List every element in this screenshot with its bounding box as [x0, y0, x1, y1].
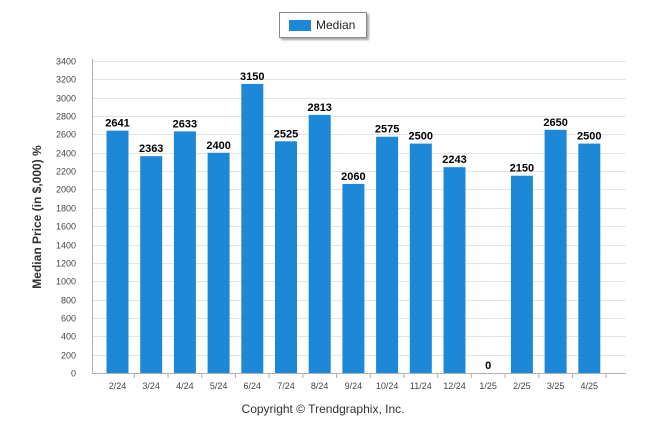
bar [140, 156, 163, 373]
data-label: 2813 [307, 102, 331, 114]
data-label: 0 [485, 360, 491, 372]
legend: Median [279, 12, 367, 38]
y-tick-label: 600 [61, 314, 76, 324]
y-tick-label: 1000 [56, 277, 76, 287]
x-tick-label: 3/24 [142, 381, 160, 391]
data-label: 2060 [341, 171, 365, 183]
bars [106, 83, 601, 374]
bar [409, 143, 432, 373]
bar [578, 143, 601, 373]
data-label: 2641 [105, 118, 129, 130]
y-tick-label: 0 [71, 369, 76, 379]
data-label: 2525 [274, 128, 298, 140]
bar [308, 114, 331, 374]
y-tick-label: 800 [61, 296, 76, 306]
x-tick-label: 5/24 [210, 381, 228, 391]
y-tick-label: 3000 [56, 94, 76, 104]
x-tick-label: 8/24 [311, 381, 329, 391]
bar [510, 175, 533, 373]
data-label: 2633 [173, 118, 197, 130]
bar [241, 83, 264, 374]
data-label: 3150 [240, 71, 264, 83]
y-tick-label: 400 [61, 332, 76, 342]
data-label: 2650 [543, 117, 567, 129]
x-tick-label: 9/24 [345, 381, 363, 391]
y-tick-label: 2600 [56, 130, 76, 140]
bar [443, 167, 466, 373]
bar [207, 152, 230, 373]
y-tick-labels: 0 200 400 600 800 1000 1200 1400 1600 1800 2000 220… [56, 57, 76, 379]
bar [275, 141, 297, 373]
legend-swatch [289, 20, 311, 31]
bar [544, 129, 567, 373]
x-tick-label: 7/24 [277, 381, 295, 391]
y-tick-label: 2200 [56, 167, 76, 177]
bar [106, 130, 129, 373]
data-label: 2243 [442, 154, 466, 166]
legend-label: Median [316, 18, 356, 32]
bar [376, 136, 399, 373]
axes [92, 59, 626, 378]
y-axis-title: Median Price (in $,000) % [30, 145, 44, 289]
y-tick-label: 1400 [56, 241, 76, 251]
x-tick-label: 2/25 [513, 381, 531, 391]
x-tick-label: 4/24 [176, 381, 194, 391]
data-label: 2500 [409, 131, 433, 143]
x-tick-label: 6/24 [244, 381, 262, 391]
bar [342, 183, 365, 373]
y-tick-label: 1800 [56, 204, 76, 214]
x-tick-label: 10/24 [376, 381, 399, 391]
copyright-text: Copyright © Trendgraphix, Inc. [241, 402, 405, 416]
x-tick-label: 11/24 [410, 381, 432, 391]
data-label: 2575 [375, 124, 399, 136]
bar [173, 131, 196, 373]
x-tick-label: 4/25 [581, 381, 599, 391]
data-label: 2150 [510, 163, 534, 175]
x-tick-labels: 2/24 3/24 4/24 5/24 6/24 7/24 8/24 9/24 10/24 11/… [109, 381, 598, 391]
y-tick-label: 1600 [56, 222, 76, 232]
x-tick-label: 3/25 [547, 381, 565, 391]
y-tick-label: 2800 [56, 112, 76, 122]
data-label: 2400 [206, 140, 230, 152]
y-tick-label: 1200 [56, 259, 76, 269]
y-tick-label: 3200 [56, 75, 76, 85]
x-tick-label: 2/24 [109, 381, 127, 391]
data-labels: 2641 2363 2633 2400 3150 2525 2813 2060 2575 2500… [105, 71, 601, 372]
x-tick-label: 1/25 [479, 381, 497, 391]
data-label: 2500 [577, 131, 601, 143]
y-tick-label: 2000 [56, 185, 76, 195]
data-label: 2363 [139, 143, 163, 155]
x-tick-label: 12/24 [443, 381, 466, 391]
y-tick-label: 2400 [56, 149, 76, 159]
y-tick-label: 3400 [56, 57, 76, 67]
y-tick-label: 200 [61, 351, 76, 361]
